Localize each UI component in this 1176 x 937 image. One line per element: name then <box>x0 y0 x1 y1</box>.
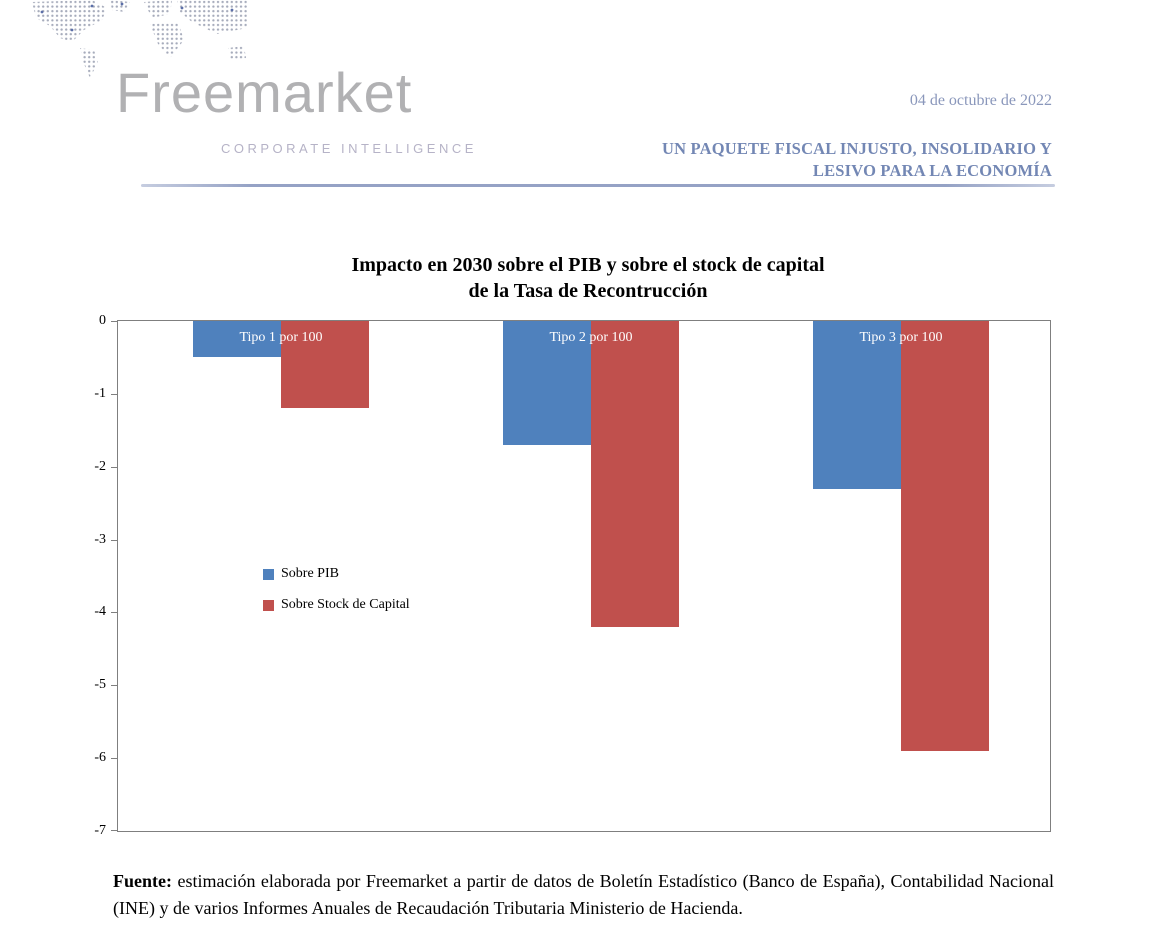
y-axis-label: -5 <box>94 677 106 693</box>
chart-title-line-1: Impacto en 2030 sobre el PIB y sobre el … <box>351 254 825 276</box>
y-axis-tick <box>111 685 118 686</box>
document-date: 04 de octubre de 2022 <box>909 92 1052 109</box>
legend-swatch-sobre-pib <box>263 568 274 580</box>
y-axis-label: -1 <box>94 385 106 401</box>
legend-item-sobre-stock-de-capital: Sobre Stock de Capital <box>263 597 410 613</box>
y-axis-tick <box>111 467 118 468</box>
y-axis-tick <box>111 612 118 613</box>
y-axis-tick <box>111 540 118 541</box>
y-axis-tick <box>111 394 118 395</box>
y-axis-label: -7 <box>94 823 106 838</box>
category-label: Tipo 1 por 100 <box>239 330 323 345</box>
chart-plot-area: Sobre PIB Sobre Stock de Capital 0 -1 -2 -3… <box>94 313 1051 838</box>
logo-subtitle: CORPORATE INTELLIGENCE <box>221 141 477 156</box>
chart-legend: Sobre PIB Sobre Stock de Capital <box>263 566 410 628</box>
bar-sobre-pib-3 <box>813 321 901 489</box>
bar-sobre-pib-2 <box>503 321 591 445</box>
chart-title-line-2: de la Tasa de Recontrucción <box>468 280 708 302</box>
header-divider <box>141 184 1055 187</box>
headline-line-2: LESIVO PARA LA ECONOMÍA <box>812 161 1052 180</box>
source-note-text: estimación elaborada por Freemarket a pa… <box>113 871 1054 918</box>
bar-sobre-stock-de-capital-2 <box>591 321 679 627</box>
bar-sobre-stock-de-capital-3 <box>901 321 989 751</box>
logo-text: Freemarket <box>116 61 413 124</box>
y-axis-label: -3 <box>94 531 106 547</box>
source-note-label: Fuente: <box>113 871 172 891</box>
bar-sobre-stock-de-capital-1 <box>281 321 369 408</box>
legend-label-sobre-pib: Sobre PIB <box>281 566 339 581</box>
y-axis-label: -4 <box>94 604 106 620</box>
y-axis-tick <box>111 321 118 322</box>
y-axis-tick <box>111 758 118 759</box>
source-note: Fuente: estimación elaborada por Freemar… <box>113 868 1054 922</box>
y-axis-label: 0 <box>99 313 106 328</box>
headline-line-1: UN PAQUETE FISCAL INJUSTO, INSOLIDARIO Y <box>661 139 1052 158</box>
world-map-icon <box>32 0 247 78</box>
y-axis-label: -6 <box>94 750 106 766</box>
legend-label-sobre-stock-de-capital: Sobre Stock de Capital <box>281 597 410 612</box>
chart-title: Impacto en 2030 sobre el PIB y sobre el … <box>0 252 1176 304</box>
document-headline: UN PAQUETE FISCAL INJUSTO, INSOLIDARIO Y… <box>662 138 1052 182</box>
legend-swatch-sobre-stock-de-capital <box>263 599 274 611</box>
category-label: Tipo 3 por 100 <box>859 330 943 345</box>
bar-sobre-pib-1 <box>193 321 281 357</box>
category-label: Tipo 2 por 100 <box>549 330 633 345</box>
y-axis-tick <box>111 830 118 831</box>
legend-item-sobre-pib: Sobre PIB <box>263 566 410 582</box>
y-axis-label: -2 <box>94 458 106 474</box>
